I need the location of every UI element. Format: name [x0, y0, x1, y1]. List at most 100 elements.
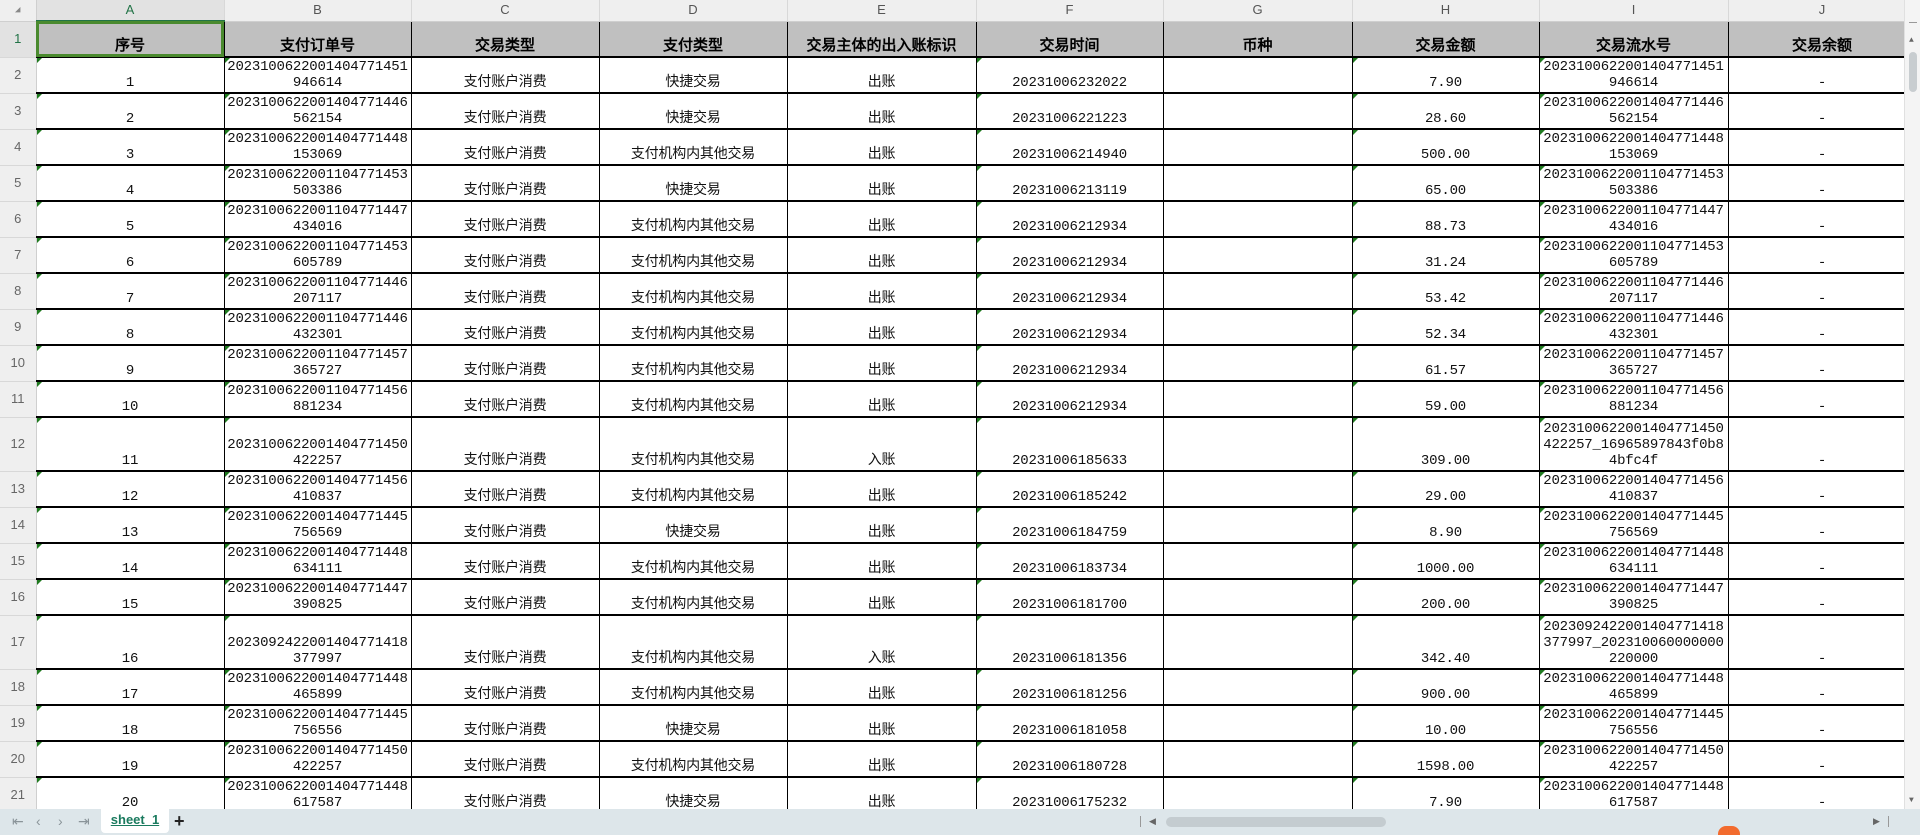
cell-time[interactable]: 20231006183734 [976, 543, 1164, 580]
cell-index[interactable]: 17 [36, 669, 225, 706]
cell-trade-type[interactable]: 支付账户消费 [411, 345, 600, 382]
cell-order-no[interactable]: 2023100622001404771451946614 [224, 57, 412, 94]
cell-serial-no[interactable]: 2023100622001404771445756569 [1539, 507, 1729, 544]
prev-sheet-icon[interactable]: ‹ [36, 813, 41, 829]
scroll-right-icon[interactable]: ▶ [1873, 816, 1880, 826]
cell-trade-type[interactable]: 支付账户消费 [411, 741, 600, 778]
cell-amount[interactable]: 309.00 [1352, 417, 1540, 472]
cell-direction[interactable]: 出账 [787, 543, 977, 580]
cell-order-no[interactable]: 2023100622001404771446562154 [224, 93, 412, 130]
cell-direction[interactable]: 出账 [787, 381, 977, 418]
cell-pay-type[interactable]: 快捷交易 [599, 777, 788, 809]
sheet-tab-sheet-1[interactable]: sheet_1 [101, 809, 169, 833]
spreadsheet-grid[interactable]: ◢ A B C D E F G H I J 1 序号 支付订单号 交易类型 支付类型 交易主体的出入账标识 交易… [0, 0, 1904, 809]
cell-currency[interactable] [1163, 669, 1353, 706]
cell-time[interactable]: 20231006175232 [976, 777, 1164, 809]
cell-direction[interactable]: 出账 [787, 345, 977, 382]
column-header-c[interactable]: C [411, 0, 600, 22]
column-header-a[interactable]: A [36, 0, 225, 22]
cell-serial-no[interactable]: 2023100622001404771450422257_16965897843… [1539, 417, 1729, 472]
cell-index[interactable]: 7 [36, 273, 225, 310]
cell-index[interactable]: 10 [36, 381, 225, 418]
cell-pay-type[interactable]: 支付机构内其他交易 [599, 669, 788, 706]
cell-amount[interactable]: 500.00 [1352, 129, 1540, 166]
cell-currency[interactable] [1163, 93, 1353, 130]
cell-direction[interactable]: 出账 [787, 129, 977, 166]
cell-amount[interactable]: 1598.00 [1352, 741, 1540, 778]
cell-time[interactable]: 20231006185242 [976, 471, 1164, 508]
cell-serial-no[interactable]: 2023100622001404771450422257 [1539, 741, 1729, 778]
cell-direction[interactable]: 出账 [787, 273, 977, 310]
cell-direction[interactable]: 出账 [787, 669, 977, 706]
cell-order-no[interactable]: 2023100622001404771448465899 [224, 669, 412, 706]
cell-balance[interactable]: - [1728, 345, 1904, 382]
cell-index[interactable]: 16 [36, 615, 225, 670]
scroll-left-icon[interactable]: ◀ [1149, 816, 1156, 826]
scroll-up-icon[interactable]: ▲ [1909, 36, 1914, 45]
cell-order-no[interactable]: 2023100622001104771446432301 [224, 309, 412, 346]
cell-time[interactable]: 20231006212934 [976, 237, 1164, 274]
cell-serial-no[interactable]: 2023100622001404771448634111 [1539, 543, 1729, 580]
row-header[interactable]: 8 [0, 273, 37, 310]
cell-pay-type[interactable]: 支付机构内其他交易 [599, 741, 788, 778]
cell-trade-type[interactable]: 支付账户消费 [411, 579, 600, 616]
cell-direction[interactable]: 出账 [787, 705, 977, 742]
column-header-e[interactable]: E [787, 0, 977, 22]
cell-balance[interactable]: - [1728, 273, 1904, 310]
cell-trade-type[interactable]: 支付账户消费 [411, 201, 600, 238]
header-cell-balance[interactable]: 交易余额 [1728, 21, 1904, 58]
cell-direction[interactable]: 出账 [787, 579, 977, 616]
row-header[interactable]: 9 [0, 309, 37, 346]
cell-trade-type[interactable]: 支付账户消费 [411, 129, 600, 166]
header-cell-time[interactable]: 交易时间 [976, 21, 1164, 58]
cell-currency[interactable] [1163, 777, 1353, 809]
cell-pay-type[interactable]: 支付机构内其他交易 [599, 579, 788, 616]
cell-index[interactable]: 3 [36, 129, 225, 166]
cell-serial-no[interactable]: 2023100622001104771456881234 [1539, 381, 1729, 418]
cell-order-no[interactable]: 2023100622001404771447390825 [224, 579, 412, 616]
header-cell-order-no[interactable]: 支付订单号 [224, 21, 412, 58]
column-header-j[interactable]: J [1728, 0, 1904, 22]
cell-balance[interactable]: - [1728, 579, 1904, 616]
cell-serial-no[interactable]: 2023100622001404771456410837 [1539, 471, 1729, 508]
cell-time[interactable]: 20231006181058 [976, 705, 1164, 742]
cell-serial-no[interactable]: 2023100622001404771448617587 [1539, 777, 1729, 809]
cell-currency[interactable] [1163, 579, 1353, 616]
cell-direction[interactable]: 出账 [787, 237, 977, 274]
cell-time[interactable]: 20231006212934 [976, 309, 1164, 346]
cell-trade-type[interactable]: 支付账户消费 [411, 507, 600, 544]
row-header[interactable]: 17 [0, 615, 37, 670]
cell-index[interactable]: 18 [36, 705, 225, 742]
cell-trade-type[interactable]: 支付账户消费 [411, 705, 600, 742]
cell-trade-type[interactable]: 支付账户消费 [411, 381, 600, 418]
cell-serial-no[interactable]: 2023092422001404771418377997_20231006000… [1539, 615, 1729, 670]
cell-index[interactable]: 13 [36, 507, 225, 544]
header-cell-direction[interactable]: 交易主体的出入账标识 [787, 21, 977, 58]
cell-serial-no[interactable]: 2023100622001104771447434016 [1539, 201, 1729, 238]
cell-trade-type[interactable]: 支付账户消费 [411, 417, 600, 472]
column-header-h[interactable]: H [1352, 0, 1540, 22]
column-header-d[interactable]: D [599, 0, 788, 22]
cell-amount[interactable]: 31.24 [1352, 237, 1540, 274]
cell-order-no[interactable]: 2023100622001404771448617587 [224, 777, 412, 809]
cell-serial-no[interactable]: 2023100622001404771445756556 [1539, 705, 1729, 742]
cell-index[interactable]: 20 [36, 777, 225, 809]
cell-pay-type[interactable]: 支付机构内其他交易 [599, 471, 788, 508]
cell-order-no[interactable]: 2023100622001404771445756556 [224, 705, 412, 742]
cell-balance[interactable]: - [1728, 381, 1904, 418]
cell-time[interactable]: 20231006181700 [976, 579, 1164, 616]
cell-index[interactable]: 19 [36, 741, 225, 778]
cell-trade-type[interactable]: 支付账户消费 [411, 165, 600, 202]
column-header-g[interactable]: G [1163, 0, 1353, 22]
cell-time[interactable]: 20231006181356 [976, 615, 1164, 670]
row-header[interactable]: 5 [0, 165, 37, 202]
cell-trade-type[interactable]: 支付账户消费 [411, 669, 600, 706]
cell-trade-type[interactable]: 支付账户消费 [411, 471, 600, 508]
row-header[interactable]: 4 [0, 129, 37, 166]
row-header[interactable]: 21 [0, 777, 37, 809]
cell-time[interactable]: 20231006232022 [976, 57, 1164, 94]
cell-serial-no[interactable]: 2023100622001104771453503386 [1539, 165, 1729, 202]
cell-currency[interactable] [1163, 345, 1353, 382]
cell-serial-no[interactable]: 2023100622001104771453605789 [1539, 237, 1729, 274]
cell-amount[interactable]: 900.00 [1352, 669, 1540, 706]
